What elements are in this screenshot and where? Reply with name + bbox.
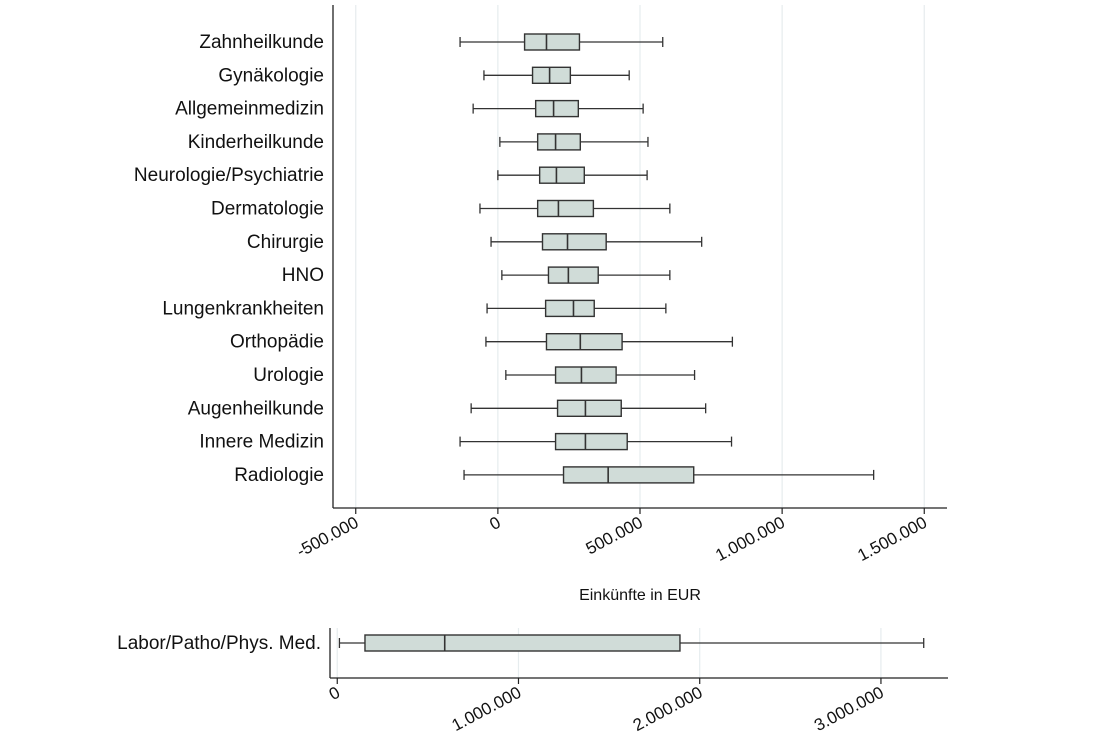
category-label: Urologie	[253, 365, 324, 386]
x-tick-label: 1.000.000	[712, 513, 788, 565]
category-label: Zahnheilkunde	[199, 32, 324, 53]
box	[541, 233, 607, 251]
x-tick-label: 1.000.000	[449, 683, 525, 735]
category-label: Labor/Patho/Phys. Med.	[117, 633, 321, 654]
category-label: Gynäkologie	[218, 65, 324, 86]
x-tick-label: -500.000	[293, 513, 361, 561]
box	[547, 266, 599, 284]
box	[536, 133, 582, 151]
box	[554, 366, 617, 384]
labor-boxplot-panel: 0 1.000.000 2.000.000 3.000.000 Labor/Patho/…	[117, 628, 948, 735]
category-label: Innere Medizin	[199, 432, 324, 453]
x-tick-label: 1.500.000	[854, 513, 930, 565]
x-tick-label: 2.000.000	[630, 683, 706, 735]
box	[544, 299, 595, 318]
category-label: Orthopädie	[230, 332, 324, 353]
category-label: Dermatologie	[211, 199, 324, 220]
category-label: HNO	[282, 265, 324, 286]
x-tick-label: 3.000.000	[811, 683, 887, 735]
box	[554, 432, 628, 451]
x-axis-title: Einkünfte in EUR	[579, 587, 701, 604]
x-tick-label: 0	[486, 513, 503, 534]
category-label: Augenheilkunde	[188, 398, 324, 419]
box	[364, 634, 681, 652]
category-label: Chirurgie	[247, 232, 324, 253]
x-tick-label: 500.000	[583, 513, 646, 559]
category-label: Lungenkrankheiten	[162, 298, 324, 319]
box	[536, 199, 595, 218]
category-label: Neurologie/Psychiatrie	[134, 165, 324, 186]
box	[556, 399, 622, 417]
x-tick-label: 0	[326, 683, 343, 704]
box	[534, 99, 580, 118]
category-label: Allgemeinmedizin	[175, 99, 324, 120]
box	[523, 33, 581, 51]
box	[562, 466, 695, 484]
main-boxplot-panel: -500.000 0 500.000 1.000.000 1.500.000 Zahnhe…	[134, 5, 947, 565]
box	[531, 66, 572, 85]
box	[545, 333, 623, 351]
category-label: Radiologie	[234, 465, 324, 486]
category-label: Kinderheilkunde	[188, 132, 324, 153]
box	[538, 166, 585, 184]
